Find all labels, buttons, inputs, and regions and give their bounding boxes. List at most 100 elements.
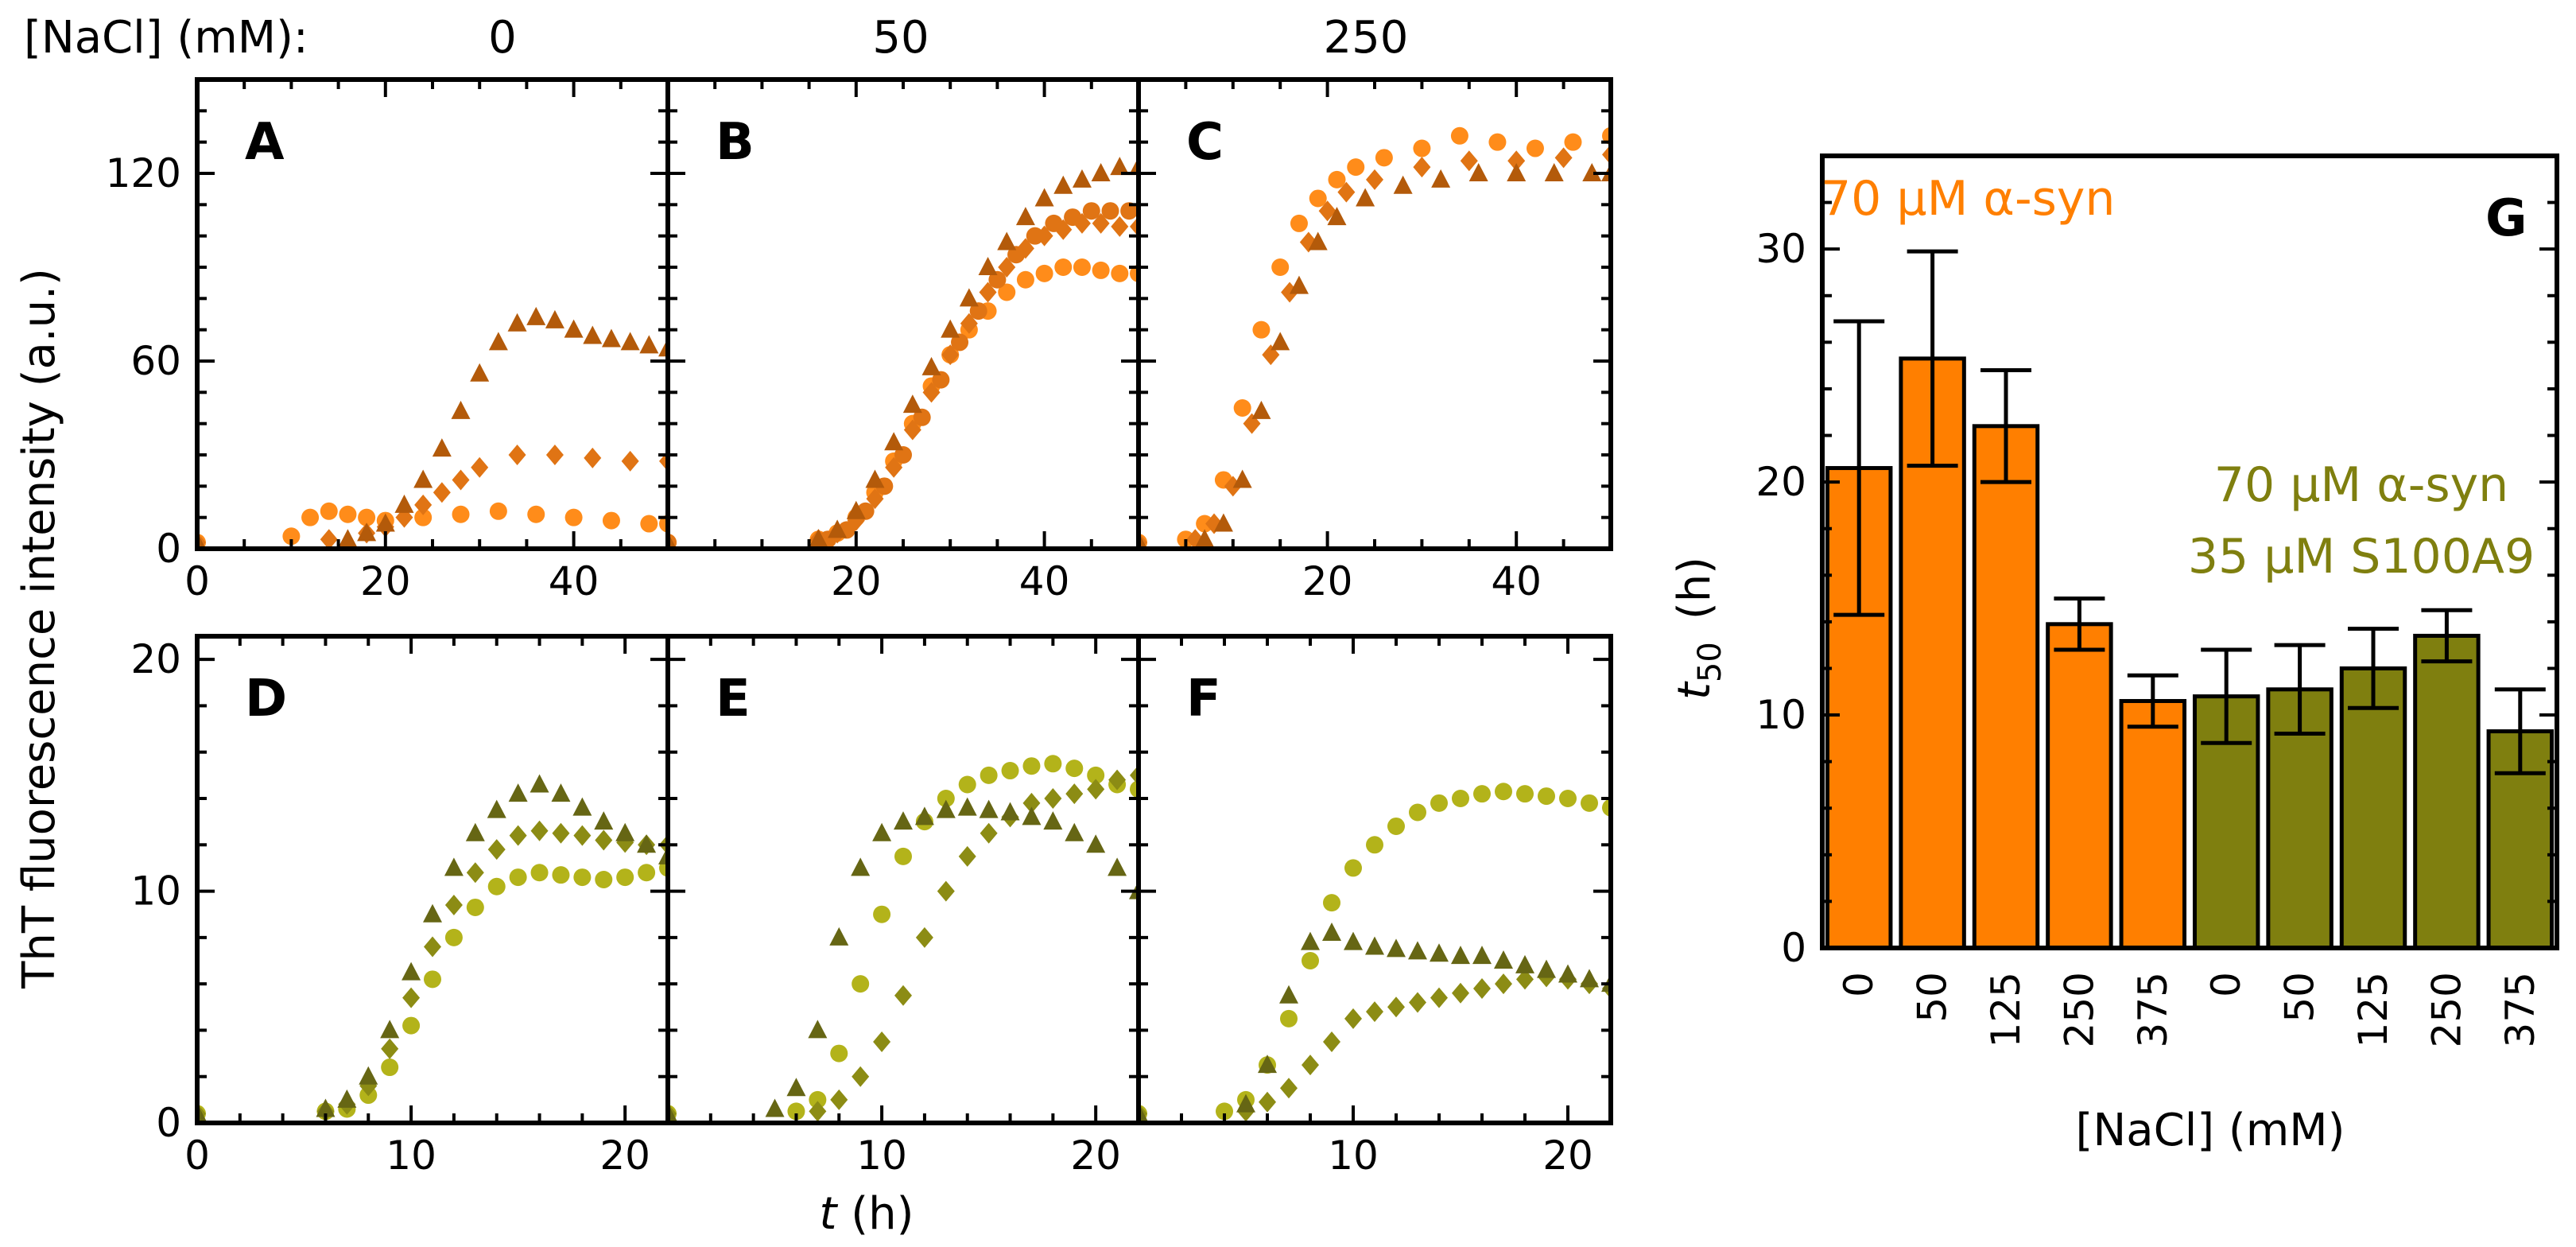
- point-a-s0-9: [489, 502, 507, 520]
- point-b-s3-1: [809, 529, 828, 548]
- point-c-s1-12: [1460, 150, 1478, 172]
- point-b-s3-14: [1053, 175, 1073, 194]
- point-c-s0-5: [1252, 320, 1271, 339]
- error-bar-0: [1833, 319, 1885, 617]
- g-y-axis-label-sub: 50: [1692, 642, 1728, 682]
- point-a-s2-8: [470, 363, 490, 382]
- panel-b-points: [668, 157, 1139, 549]
- tick-x-d-1: 10: [386, 1132, 436, 1179]
- point-a-s1-6: [433, 482, 451, 503]
- point-d-s2-2: [337, 1089, 357, 1108]
- point-f-s0-17: [1559, 790, 1577, 807]
- point-d-s2-4: [380, 1020, 400, 1039]
- point-b-s0-14: [1054, 258, 1073, 276]
- tick-y-d-2: 20: [130, 636, 181, 682]
- point-f-s2-13: [1494, 950, 1513, 969]
- annotation-olive-2: 35 μM S100A9: [2188, 529, 2535, 585]
- point-a-s0-7: [414, 508, 433, 526]
- point-e-s0-6: [894, 847, 912, 865]
- point-f-s1-10: [1430, 987, 1448, 1008]
- point-d-s0-4: [381, 1059, 399, 1077]
- point-e-s0-9: [958, 775, 976, 794]
- point-a-s2-17: [639, 335, 659, 354]
- tick-x-f-0: 10: [1328, 1132, 1379, 1179]
- point-f-s2-3: [1279, 985, 1298, 1004]
- point-c-s2-7: [1308, 231, 1328, 251]
- point-f-s0-5: [1302, 952, 1319, 969]
- point-d-s0-16: [638, 864, 656, 882]
- tick-x-d-2: 20: [599, 1132, 650, 1179]
- panel-frame: [1136, 634, 1613, 1125]
- tick-x-e-0: 10: [856, 1132, 907, 1179]
- point-b-s2-6: [913, 408, 931, 426]
- point-e-s1-1: [809, 1101, 827, 1122]
- panel-a: 0 20 40 0 60 120 A: [106, 77, 670, 604]
- tick-y-g-1: 10: [1755, 692, 1806, 738]
- tick-x-g-4: 375: [2130, 972, 2176, 1047]
- point-c-s2-11: [1431, 169, 1451, 188]
- panel-letter-g: G: [2485, 189, 2528, 248]
- point-d-s2-8: [465, 822, 485, 841]
- point-a-s2-11: [526, 306, 546, 325]
- point-c-s1-13: [1507, 150, 1526, 172]
- point-e-s0-13: [1044, 755, 1062, 773]
- point-f-s2-1: [1236, 1094, 1255, 1113]
- tick-x-a-1: 20: [360, 558, 411, 604]
- point-c-s2-1: [1195, 529, 1215, 548]
- point-b-s2-7: [932, 371, 950, 389]
- point-d-s0-6: [424, 970, 441, 989]
- error-bar-1: [1907, 249, 1958, 468]
- point-c-s1-14: [1554, 147, 1573, 169]
- point-a-s1-8: [471, 456, 489, 478]
- point-c-s2-9: [1356, 188, 1375, 207]
- point-d-s2-12: [551, 783, 571, 802]
- point-d-s1-6: [424, 936, 441, 958]
- point-b-s1-7: [922, 382, 941, 403]
- header-nacl-label: [NaCl] (mM):: [24, 12, 308, 64]
- point-f-s1-9: [1409, 992, 1426, 1013]
- point-f-s0-13: [1473, 785, 1491, 803]
- panel-f: 10 20 F: [1136, 634, 1613, 1179]
- point-e-s2-3: [808, 1020, 828, 1039]
- point-a-s2-7: [451, 400, 471, 419]
- panel-letter-b: B: [716, 113, 755, 172]
- header-conc-50: 50: [872, 12, 929, 64]
- annotation-olive-1: 70 μM α-syn: [2214, 457, 2508, 513]
- point-e-s0-2: [809, 1090, 827, 1109]
- tick-y-a-1: 60: [130, 338, 181, 384]
- point-f-s2-12: [1472, 946, 1492, 965]
- point-b-s0-11: [998, 283, 1016, 301]
- panel-b: 20 40 B: [665, 77, 1141, 604]
- point-b-s1-4: [866, 488, 884, 510]
- tick-x-c-0: 20: [1302, 558, 1353, 604]
- bar-3: [2046, 622, 2113, 950]
- point-e-s1-8: [958, 845, 976, 867]
- point-e-s1-15: [1108, 769, 1127, 791]
- point-f-s2-10: [1430, 943, 1449, 962]
- point-d-s2-11: [530, 774, 549, 793]
- point-b-s3-6: [902, 394, 922, 414]
- point-b-s2-17: [1120, 202, 1139, 220]
- point-b-s2-11: [1007, 246, 1026, 264]
- point-b-s1-8: [941, 344, 960, 366]
- tick-x-g-2: 125: [1983, 972, 2029, 1047]
- point-c-s0-14: [1488, 133, 1507, 151]
- point-b-s2-14: [1064, 208, 1082, 227]
- point-b-s3-2: [828, 519, 848, 538]
- point-e-s0-12: [1022, 757, 1041, 775]
- point-b-s2-10: [988, 270, 1007, 289]
- point-b-s2-12: [1026, 227, 1044, 245]
- x-axis-label-bottom: t (h): [820, 1188, 914, 1240]
- tick-y-g-2: 20: [1755, 459, 1806, 505]
- point-f-s2-2: [1258, 1055, 1277, 1074]
- point-b-s3-9: [959, 288, 979, 307]
- point-e-s1-11: [1022, 792, 1041, 814]
- point-f-s0-10: [1409, 803, 1426, 822]
- point-b-s3-3: [846, 500, 866, 519]
- g-y-axis-label: t50 (h): [1669, 557, 1728, 700]
- point-c-s2-13: [1507, 163, 1527, 181]
- point-f-s2-16: [1558, 964, 1577, 983]
- point-f-s2-6: [1344, 931, 1363, 950]
- point-e-s2-7: [894, 811, 913, 830]
- panel-letter-f: F: [1186, 670, 1221, 728]
